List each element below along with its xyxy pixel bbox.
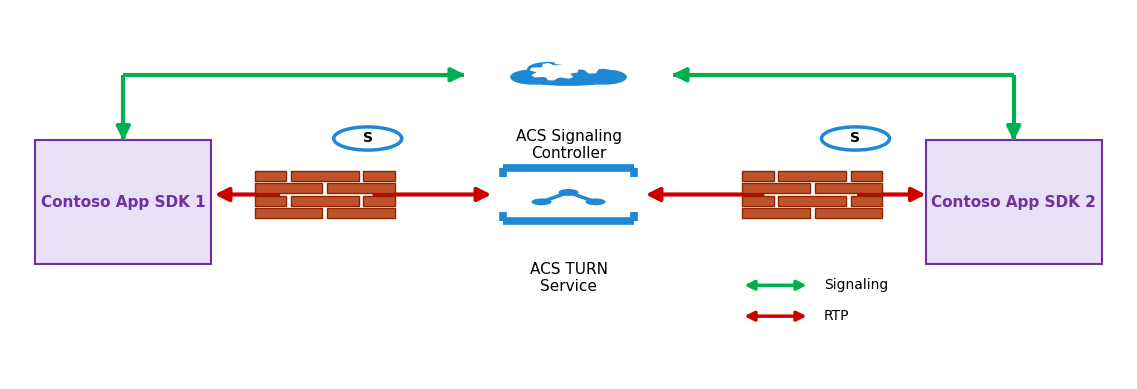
FancyBboxPatch shape	[779, 171, 846, 181]
FancyBboxPatch shape	[363, 171, 395, 181]
Text: S: S	[850, 131, 861, 145]
Circle shape	[579, 58, 599, 65]
Text: ACS Signaling
Controller: ACS Signaling Controller	[515, 129, 622, 161]
Circle shape	[546, 69, 562, 74]
FancyBboxPatch shape	[742, 208, 810, 218]
FancyBboxPatch shape	[850, 171, 882, 181]
Circle shape	[821, 127, 889, 150]
FancyBboxPatch shape	[255, 196, 287, 206]
FancyBboxPatch shape	[255, 171, 287, 181]
FancyBboxPatch shape	[814, 208, 882, 218]
Circle shape	[582, 69, 626, 85]
Circle shape	[528, 62, 568, 76]
Text: Contoso App SDK 1: Contoso App SDK 1	[41, 195, 206, 210]
Circle shape	[539, 62, 598, 82]
Text: ACS TURN
Service: ACS TURN Service	[530, 262, 607, 294]
FancyBboxPatch shape	[926, 140, 1102, 264]
FancyBboxPatch shape	[850, 196, 882, 206]
FancyBboxPatch shape	[779, 196, 846, 206]
Circle shape	[586, 198, 606, 205]
FancyBboxPatch shape	[255, 183, 323, 193]
Polygon shape	[555, 50, 623, 73]
Text: Contoso App SDK 2: Contoso App SDK 2	[931, 195, 1096, 210]
FancyBboxPatch shape	[814, 183, 882, 193]
FancyBboxPatch shape	[742, 196, 774, 206]
Text: Signaling: Signaling	[823, 278, 888, 292]
Text: S: S	[363, 131, 373, 145]
Circle shape	[558, 189, 579, 196]
FancyBboxPatch shape	[291, 171, 358, 181]
FancyBboxPatch shape	[327, 183, 395, 193]
FancyBboxPatch shape	[742, 171, 774, 181]
FancyBboxPatch shape	[327, 208, 395, 218]
FancyBboxPatch shape	[291, 196, 358, 206]
Ellipse shape	[524, 75, 613, 86]
Text: RTP: RTP	[823, 309, 849, 323]
Circle shape	[531, 198, 551, 205]
Circle shape	[568, 62, 609, 76]
FancyBboxPatch shape	[742, 183, 810, 193]
Polygon shape	[531, 64, 578, 80]
FancyBboxPatch shape	[255, 208, 323, 218]
FancyBboxPatch shape	[35, 140, 211, 264]
FancyBboxPatch shape	[363, 196, 395, 206]
Circle shape	[334, 127, 401, 150]
Circle shape	[511, 69, 555, 85]
